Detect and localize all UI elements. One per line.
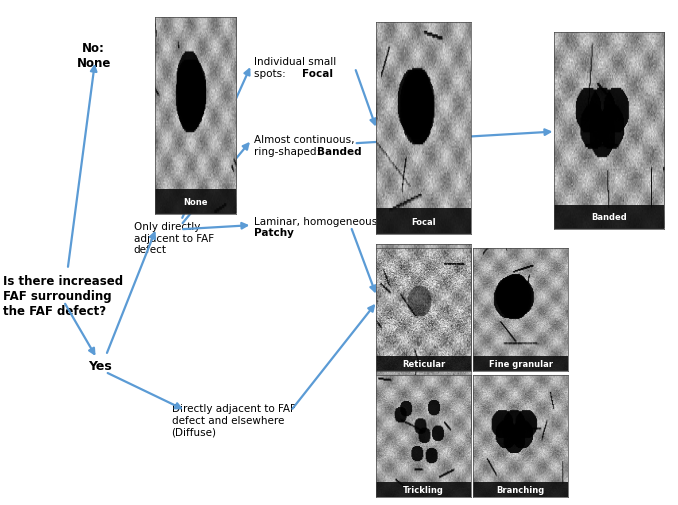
Bar xyxy=(473,356,568,371)
Text: None: None xyxy=(183,198,207,207)
Text: Only directly
adjacent to FAF
defect: Only directly adjacent to FAF defect xyxy=(134,222,214,255)
Bar xyxy=(376,208,471,235)
Bar xyxy=(554,205,664,230)
Text: Laminar, homogeneous:: Laminar, homogeneous: xyxy=(254,216,381,226)
Text: Banded: Banded xyxy=(317,146,362,157)
Text: No:
None: No: None xyxy=(77,41,111,70)
Text: Branching: Branching xyxy=(496,485,545,494)
Bar xyxy=(376,411,471,434)
Bar xyxy=(473,482,568,497)
Text: Focal: Focal xyxy=(302,69,333,79)
Text: spots:: spots: xyxy=(254,69,290,79)
Bar xyxy=(376,482,471,497)
Bar xyxy=(155,190,236,215)
Text: Patchy: Patchy xyxy=(254,227,294,237)
Text: Yes: Yes xyxy=(88,360,113,373)
Text: Patchy: Patchy xyxy=(407,418,440,427)
Text: Individual small: Individual small xyxy=(254,57,336,67)
Text: Is there increased
FAF surrounding
the FAF defect?: Is there increased FAF surrounding the F… xyxy=(3,274,123,317)
Text: Fine granular: Fine granular xyxy=(489,359,553,368)
Text: Directly adjacent to FAF
defect and elsewhere
(Diffuse): Directly adjacent to FAF defect and else… xyxy=(172,403,296,437)
Text: Reticular: Reticular xyxy=(402,359,445,368)
Bar xyxy=(376,356,471,371)
Text: Banded: Banded xyxy=(591,213,627,222)
Text: ring-shaped:: ring-shaped: xyxy=(254,146,323,157)
Text: Trickling: Trickling xyxy=(403,485,444,494)
Text: Focal: Focal xyxy=(412,217,436,226)
Text: Almost continuous,: Almost continuous, xyxy=(254,135,355,145)
